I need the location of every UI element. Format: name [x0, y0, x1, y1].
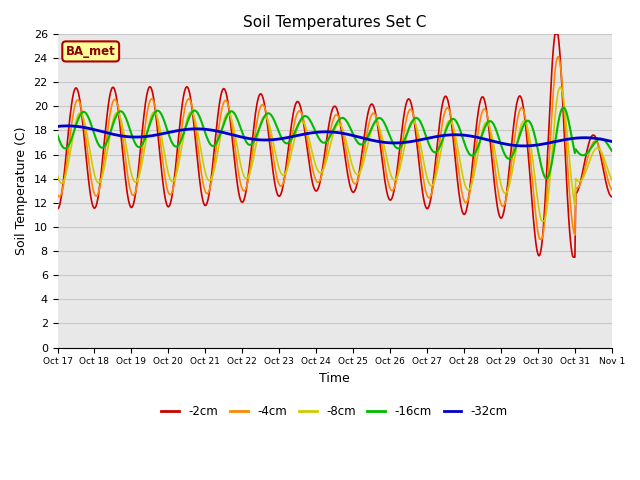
-2cm: [175, 128, 183, 134]
Line: -8cm: -8cm: [58, 87, 612, 221]
Y-axis label: Soil Temperature (C): Soil Temperature (C): [15, 127, 28, 255]
-16cm: [326, 133, 334, 139]
-4cm: [175, 145, 183, 151]
-2cm: [435, 129, 442, 134]
-8cm: [54, 172, 61, 178]
-4cm: [326, 130, 334, 135]
Line: -2cm: -2cm: [58, 34, 612, 257]
-8cm: [380, 143, 388, 148]
-2cm: [326, 116, 334, 121]
-8cm: [199, 159, 207, 165]
-16cm: [380, 120, 388, 125]
-32cm: [559, 137, 566, 143]
-32cm: [327, 129, 335, 135]
-4cm: [536, 236, 543, 242]
-2cm: [558, 82, 566, 88]
-4cm: [54, 192, 61, 198]
Line: -16cm: -16cm: [58, 108, 612, 179]
-32cm: [436, 133, 444, 139]
-8cm: [435, 161, 442, 167]
-4cm: [608, 187, 616, 192]
-32cm: [381, 140, 388, 145]
-4cm: [199, 180, 207, 186]
-16cm: [558, 106, 566, 112]
-2cm: [380, 172, 388, 178]
-4cm: [435, 146, 442, 152]
X-axis label: Time: Time: [319, 372, 350, 385]
-16cm: [435, 146, 442, 152]
-8cm: [326, 143, 334, 149]
-4cm: [559, 85, 566, 91]
-32cm: [608, 139, 616, 144]
-32cm: [54, 123, 61, 129]
-8cm: [175, 158, 183, 164]
-2cm: [199, 198, 207, 204]
-2cm: [570, 254, 577, 260]
-4cm: [554, 54, 562, 60]
-2cm: [608, 194, 616, 200]
-2cm: [552, 31, 559, 37]
-2cm: [54, 206, 61, 212]
Text: BA_met: BA_met: [66, 45, 116, 58]
-8cm: [608, 177, 616, 183]
-16cm: [199, 123, 207, 129]
-8cm: [556, 84, 564, 90]
-8cm: [559, 91, 566, 96]
-16cm: [543, 176, 550, 181]
-32cm: [64, 123, 72, 129]
-32cm: [520, 143, 528, 149]
-16cm: [54, 132, 61, 138]
-8cm: [538, 218, 546, 224]
-16cm: [608, 148, 616, 154]
-16cm: [559, 105, 567, 110]
Legend: -2cm, -4cm, -8cm, -16cm, -32cm: -2cm, -4cm, -8cm, -16cm, -32cm: [157, 401, 513, 423]
Title: Soil Temperatures Set C: Soil Temperatures Set C: [243, 15, 426, 30]
-16cm: [175, 141, 183, 147]
-32cm: [200, 126, 207, 132]
Line: -4cm: -4cm: [58, 57, 612, 239]
-4cm: [380, 156, 388, 162]
Line: -32cm: -32cm: [58, 126, 612, 146]
-32cm: [176, 127, 184, 133]
